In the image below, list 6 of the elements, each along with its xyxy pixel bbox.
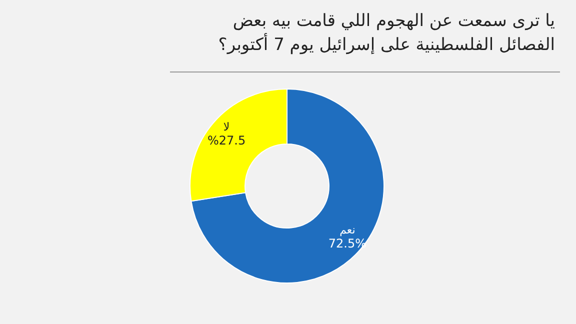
slice-label: نعم xyxy=(340,224,356,237)
chart-title: يا ترى سمعت عن الهجوم اللي قامت بيه بعض الفصائل الفلسطينية على إسرائيل يوم 7 أكتوبر؟ xyxy=(218,11,556,55)
data-label: %27.5 xyxy=(207,133,246,148)
slice-label: لا xyxy=(223,120,230,134)
donut-slice xyxy=(190,88,384,284)
data-label: 72.5% xyxy=(328,236,367,251)
